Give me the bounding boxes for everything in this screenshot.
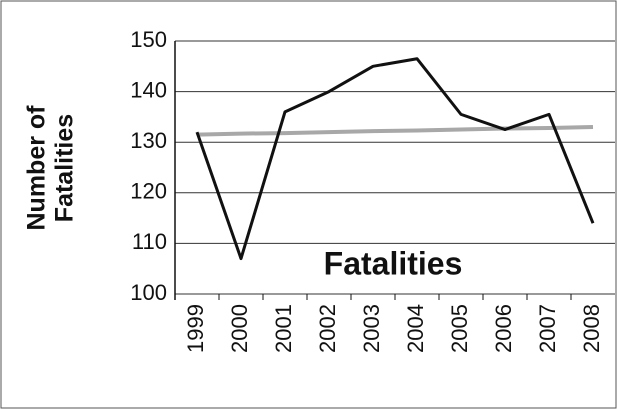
x-tick-label: 2002 <box>315 304 340 353</box>
y-tick-label: 110 <box>132 229 167 254</box>
x-tick-label: 1999 <box>183 304 208 353</box>
y-tick-label: 140 <box>130 77 167 102</box>
x-tick-label: 2004 <box>403 304 428 353</box>
data-line <box>195 57 595 261</box>
y-tick-label: 120 <box>130 179 167 204</box>
y-tick-label: 150 <box>130 27 167 52</box>
y-axis-title-line: Number of <box>23 105 51 231</box>
x-tick-label: 2007 <box>535 304 560 353</box>
legend-label: Fatalities <box>324 245 463 281</box>
x-tick-label: 2000 <box>227 304 252 353</box>
x-tick-label: 2005 <box>447 304 472 353</box>
trend-line <box>196 125 594 137</box>
x-tick-label: 2008 <box>579 304 604 353</box>
y-axis-title: Number of Fatalities <box>23 105 79 231</box>
x-tick-label: 2001 <box>271 304 296 353</box>
y-axis-title-line: Fatalities <box>51 114 79 222</box>
y-tick-label: 100 <box>130 280 167 305</box>
x-tick-label: 2003 <box>359 304 384 353</box>
y-tick-label: 130 <box>130 128 167 153</box>
x-tick-label: 2006 <box>491 304 516 353</box>
